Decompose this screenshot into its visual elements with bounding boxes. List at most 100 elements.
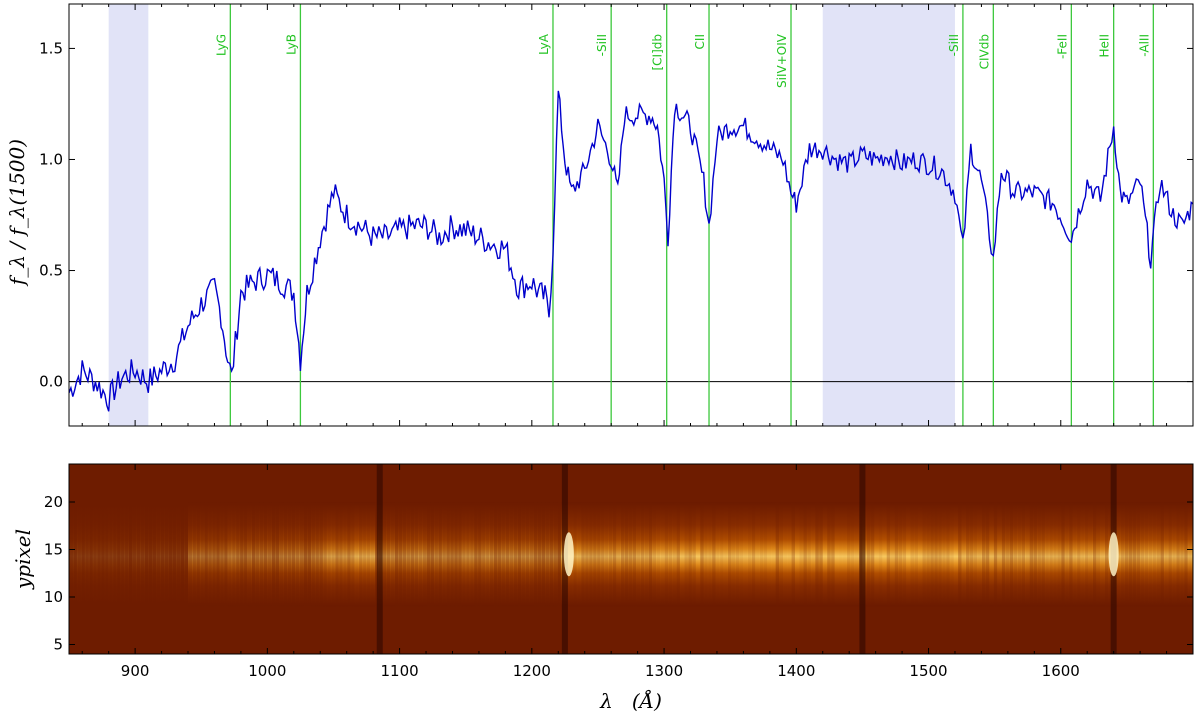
heatmap-column (303, 502, 308, 607)
heatmap-column (802, 502, 808, 607)
heatmap-column (664, 502, 669, 607)
heatmap-column (997, 502, 1002, 607)
heatmap-column (751, 502, 756, 607)
heatmap-column (1088, 502, 1094, 607)
heatmap-column (584, 502, 590, 607)
heatmap-column (144, 502, 149, 607)
heatmap-column (624, 502, 629, 607)
heatmap-column (477, 502, 483, 607)
x-axis-label: λ (Å) (599, 688, 662, 713)
heatmap-column (1136, 502, 1141, 607)
heatmap-column (945, 502, 951, 607)
x-tick-label-4: 1300 (645, 662, 683, 680)
heatmap-column (116, 502, 122, 607)
heatmap-column (660, 502, 665, 607)
heatmap-column (1092, 502, 1097, 607)
heatmap-ytick-label-2: 15 (44, 541, 63, 559)
heatmap-column (314, 502, 320, 607)
heatmap-panel: 5 10 15 20 900 1000 1100 1200 1300 1400 1500 1600 y… (11, 463, 1194, 713)
heatmap-column (775, 502, 780, 607)
heatmap-column (445, 502, 451, 607)
heatmap-column (350, 502, 356, 607)
heatmap-column (731, 502, 736, 607)
heatmap-column (1052, 502, 1058, 607)
spectral-line-label-6: SiIV+OIV (775, 33, 789, 88)
heatmap-column (894, 502, 899, 607)
heatmap-column (1152, 502, 1157, 607)
heatmap-column (691, 502, 697, 607)
heatmap-column (747, 502, 752, 607)
heatmap-column (671, 502, 677, 607)
heatmap-column (965, 502, 971, 607)
heatmap-column (644, 502, 649, 607)
heatmap-column (838, 502, 844, 607)
heatmap-column (128, 502, 133, 607)
x-tick-label-7: 1600 (1042, 662, 1080, 680)
heatmap-column (497, 502, 502, 607)
spectral-line-label-7: -SiII (947, 34, 961, 56)
heatmap-column (164, 502, 169, 607)
heatmap-column (191, 502, 197, 607)
heatmap-column (652, 502, 657, 607)
heatmap-column (124, 502, 130, 607)
heatmap-column (1044, 502, 1050, 607)
heatmap-column (509, 502, 514, 607)
heatmap-column (441, 502, 447, 607)
spectral-line-label-2: LyA (537, 33, 551, 55)
heatmap-column (1001, 502, 1006, 607)
heatmap-column (271, 502, 276, 607)
heatmap-column (1080, 502, 1086, 607)
heatmap-column (370, 502, 375, 607)
heatmap-column (727, 502, 732, 607)
heatmap-column (596, 502, 602, 607)
spectral-line-label-1: LyB (284, 34, 298, 55)
heatmap-column (195, 502, 201, 607)
heatmap-column (263, 502, 268, 607)
heatmap-column (342, 502, 348, 607)
heatmap-column (767, 502, 772, 607)
heatmap-column (890, 502, 895, 607)
heatmap-column (779, 502, 784, 607)
heatmap-column (592, 502, 598, 607)
heatmap-column (239, 502, 245, 607)
heatmap-ytick-label-3: 20 (44, 493, 63, 511)
heatmap-column (203, 502, 209, 607)
spectral-line-label-4: [CI]db (651, 34, 665, 71)
heatmap-column (485, 502, 491, 607)
heatmap-column (521, 502, 526, 607)
heatmap-column (1060, 502, 1066, 607)
heatmap-column (414, 502, 419, 607)
heatmap-column (1144, 502, 1149, 607)
heatmap-y-axis-label: ypixel (11, 529, 35, 590)
heatmap-column (842, 502, 848, 607)
heatmap-column (330, 502, 336, 607)
heatmap-column (1124, 502, 1129, 607)
spectral-line-label-5: CII (693, 34, 707, 49)
spectrum-ytick-label-1: 0.5 (39, 262, 63, 280)
heatmap-column (80, 502, 86, 607)
heatmap-axes-frame (68, 463, 1194, 655)
heatmap-column (683, 502, 689, 607)
heatmap-column (608, 502, 613, 607)
heatmap-column (132, 502, 137, 607)
heatmap-column (719, 502, 725, 607)
heatmap-column (354, 502, 360, 607)
heatmap-column (1128, 502, 1133, 607)
heatmap-column (104, 502, 110, 607)
heatmap-column (1175, 502, 1181, 607)
heatmap-column (648, 502, 653, 607)
heatmap-column (763, 502, 768, 607)
heatmap-column (156, 502, 161, 607)
heatmap-column (223, 502, 229, 607)
heatmap-column (814, 502, 820, 607)
heatmap-column (310, 502, 316, 607)
heatmap-column (687, 502, 693, 607)
heatmap-column (334, 502, 340, 607)
heatmap-column (612, 502, 617, 607)
heatmap-column (493, 502, 498, 607)
heatmap-column (1036, 502, 1042, 607)
shaded-region-0 (108, 4, 149, 426)
heatmap-column (545, 502, 550, 607)
heatmap-column (933, 502, 939, 607)
spectrum-panel: LyG LyB LyA -SiII [CI]db CII SiIV+OIV -SiII CIVd… (5, 3, 1194, 427)
